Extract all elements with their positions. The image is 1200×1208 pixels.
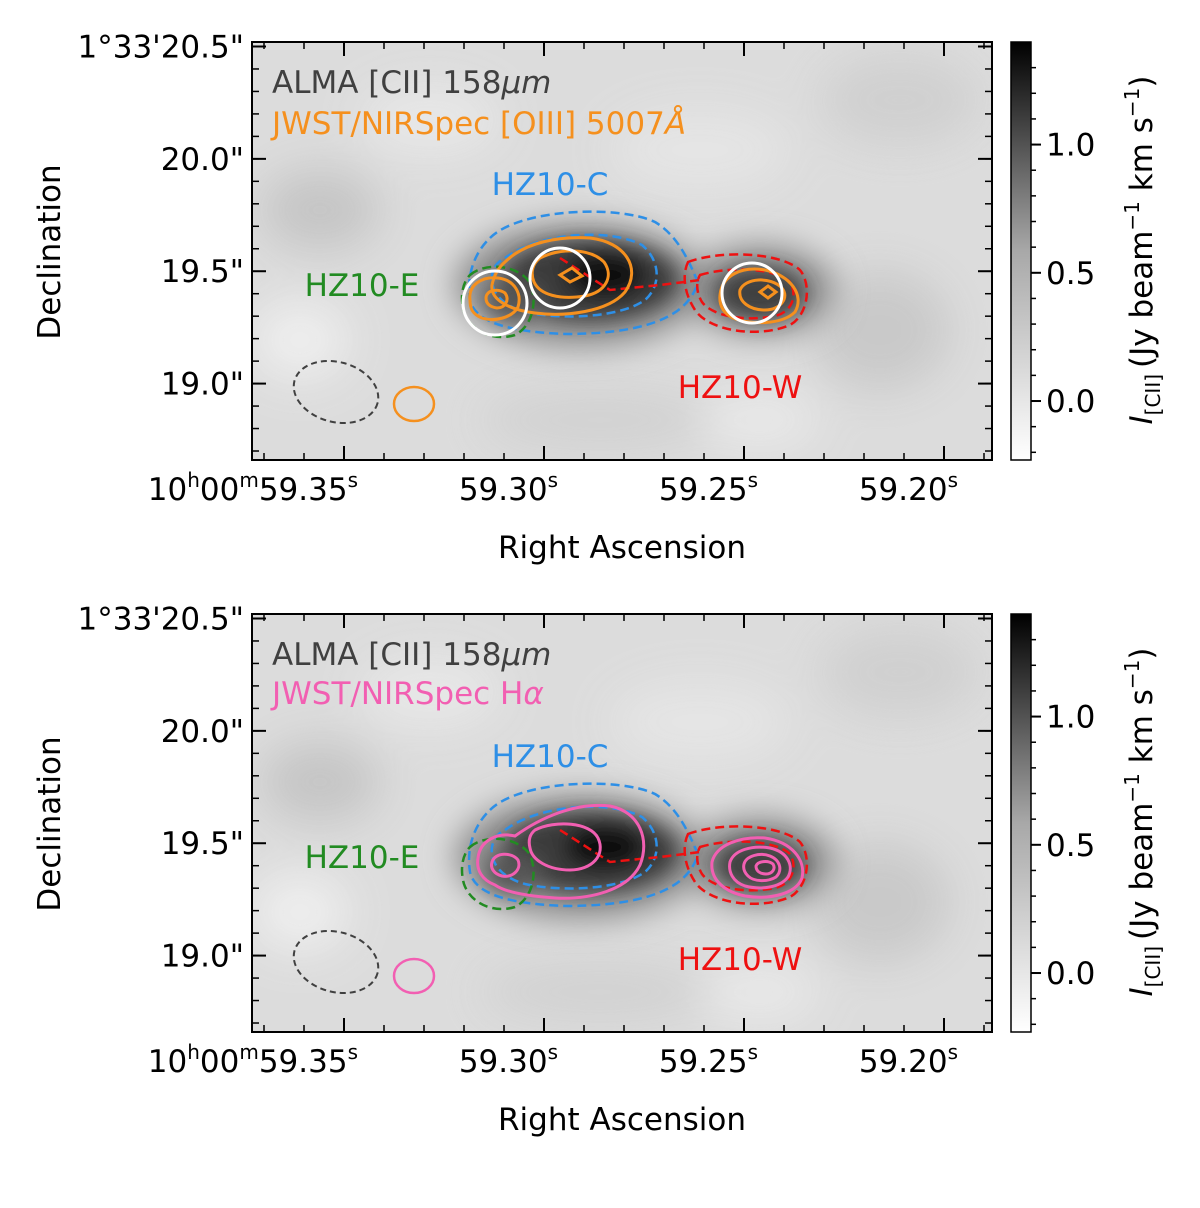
x-axis-label: Right Ascension (498, 530, 746, 566)
colorbar-tick-label: 0.0 (1046, 956, 1095, 992)
halpha-contour-w-1 (710, 836, 805, 899)
y-tick-label: 19.5" (161, 254, 244, 290)
alma-beam (292, 929, 380, 995)
y-axis-label: Declination (32, 164, 68, 339)
colorbar-ticks: 1.0 0.5 0.0 (1031, 66, 1095, 454)
halpha-contour-c-outer (476, 803, 646, 900)
colorbar (1010, 41, 1032, 461)
colorbar-label: I[CII](Jy beam−1 km s−1) (1120, 75, 1165, 424)
hz10-w-bridge-contour (559, 256, 701, 292)
hz10-w-bridge-contour (559, 828, 701, 864)
oiii-contour-w-mid (738, 278, 787, 312)
label-hz10-e: HZ10-E (305, 840, 420, 876)
x-tick-label: 59.25s (659, 1040, 758, 1080)
label-halpha: JWST/NIRSpec Hα (270, 676, 544, 712)
hz10-e-contour (460, 837, 535, 911)
colorbar-ticks: 1.0 0.5 0.0 (1031, 638, 1095, 1026)
x-tick-label: 59.25s (659, 468, 758, 508)
x-axis: 10h00m59.35s 59.30s 59.25s 59.20s (148, 614, 985, 1080)
y-tick-label: 19.0" (161, 939, 244, 975)
oiii-contour-e-outer (468, 276, 521, 322)
label-hz10-w: HZ10-W (678, 370, 803, 406)
colorbar-label: I[CII](Jy beam−1 km s−1) (1120, 647, 1165, 996)
y-tick-label: 20.0" (161, 714, 244, 750)
label-hz10-w: HZ10-W (678, 942, 803, 978)
x-tick-label: 10h00m59.35s (148, 1040, 358, 1080)
halpha-contour-w-2 (728, 845, 792, 890)
cii-intensity-map (252, 42, 992, 460)
y-tick-label: 19.5" (161, 826, 244, 862)
halpha-contour-w-3 (742, 852, 782, 883)
label-cii: ALMA [CII] 158μm (272, 637, 551, 673)
colorbar (1010, 613, 1032, 1033)
x-tick-label: 10h00m59.35s (148, 468, 358, 508)
label-hz10-c: HZ10-C (492, 739, 609, 775)
aperture-hz10-c (528, 246, 592, 310)
top-panel: ALMA [CII] 158μm JWST/NIRSpec [OIII] 500… (32, 29, 1165, 566)
x-tick-label: 59.20s (859, 1040, 958, 1080)
plot-frame (251, 41, 993, 461)
oiii-contour-w-outer (718, 267, 800, 325)
bottom-panel: ALMA [CII] 158μm JWST/NIRSpec Hα HZ10-C … (32, 601, 1165, 1138)
halpha-contour-c-mid (527, 822, 602, 872)
hz10-c-inner-contour (490, 233, 658, 318)
oiii-contour-c-outer (490, 236, 634, 316)
colorbar-tick-label: 0.0 (1046, 384, 1095, 420)
oiii-contour-c-inner (557, 266, 585, 284)
nirspec-psf-oiii (392, 385, 436, 423)
y-axis-label: Declination (32, 736, 68, 911)
x-tick-label: 59.20s (859, 468, 958, 508)
label-hz10-c: HZ10-C (492, 167, 609, 203)
y-tick-label: 19.0" (161, 367, 244, 403)
hz10-w-outer-contour (683, 253, 808, 334)
y-axis: 1°33'20.5" 20.0" 19.5" 19.0" (78, 29, 992, 452)
hz10-c-inner-contour (490, 805, 658, 890)
x-tick-label: 59.30s (459, 468, 558, 508)
label-oiii: JWST/NIRSpec [OIII] 5007Å (270, 106, 686, 142)
aperture-hz10-e (461, 269, 529, 337)
x-axis-label: Right Ascension (498, 1102, 746, 1138)
label-cii: ALMA [CII] 158μm (272, 65, 551, 101)
x-tick-label: 59.30s (459, 1040, 558, 1080)
oiii-contour-w-inner (757, 284, 779, 300)
hz10-c-outer-contour (467, 782, 700, 908)
halpha-contour-w-4 (754, 860, 776, 876)
colorbar-tick-label: 0.5 (1046, 828, 1095, 864)
halpha-contour-e (490, 852, 521, 878)
colorbar-tick-label: 1.0 (1046, 700, 1095, 736)
y-axis: 1°33'20.5" 20.0" 19.5" 19.0" (78, 601, 992, 1024)
y-tick-label: 1°33'20.5" (78, 601, 244, 637)
oiii-contour-e-inner (484, 288, 509, 310)
hz10-w-inner-contour (696, 268, 795, 320)
y-tick-label: 1°33'20.5" (78, 29, 244, 65)
hz10-w-inner-contour (696, 840, 795, 892)
colorbar-tick-label: 0.5 (1046, 256, 1095, 292)
label-hz10-e: HZ10-E (305, 268, 420, 304)
y-tick-label: 20.0" (161, 142, 244, 178)
alma-beam (292, 359, 380, 425)
hz10-w-outer-contour (683, 825, 808, 906)
x-axis: 10h00m59.35s 59.30s 59.25s 59.20s (148, 42, 985, 508)
nirspec-psf-halpha (392, 957, 436, 995)
plot-frame (251, 613, 993, 1033)
aperture-hz10-w (720, 261, 784, 325)
colorbar-tick-label: 1.0 (1046, 128, 1095, 164)
